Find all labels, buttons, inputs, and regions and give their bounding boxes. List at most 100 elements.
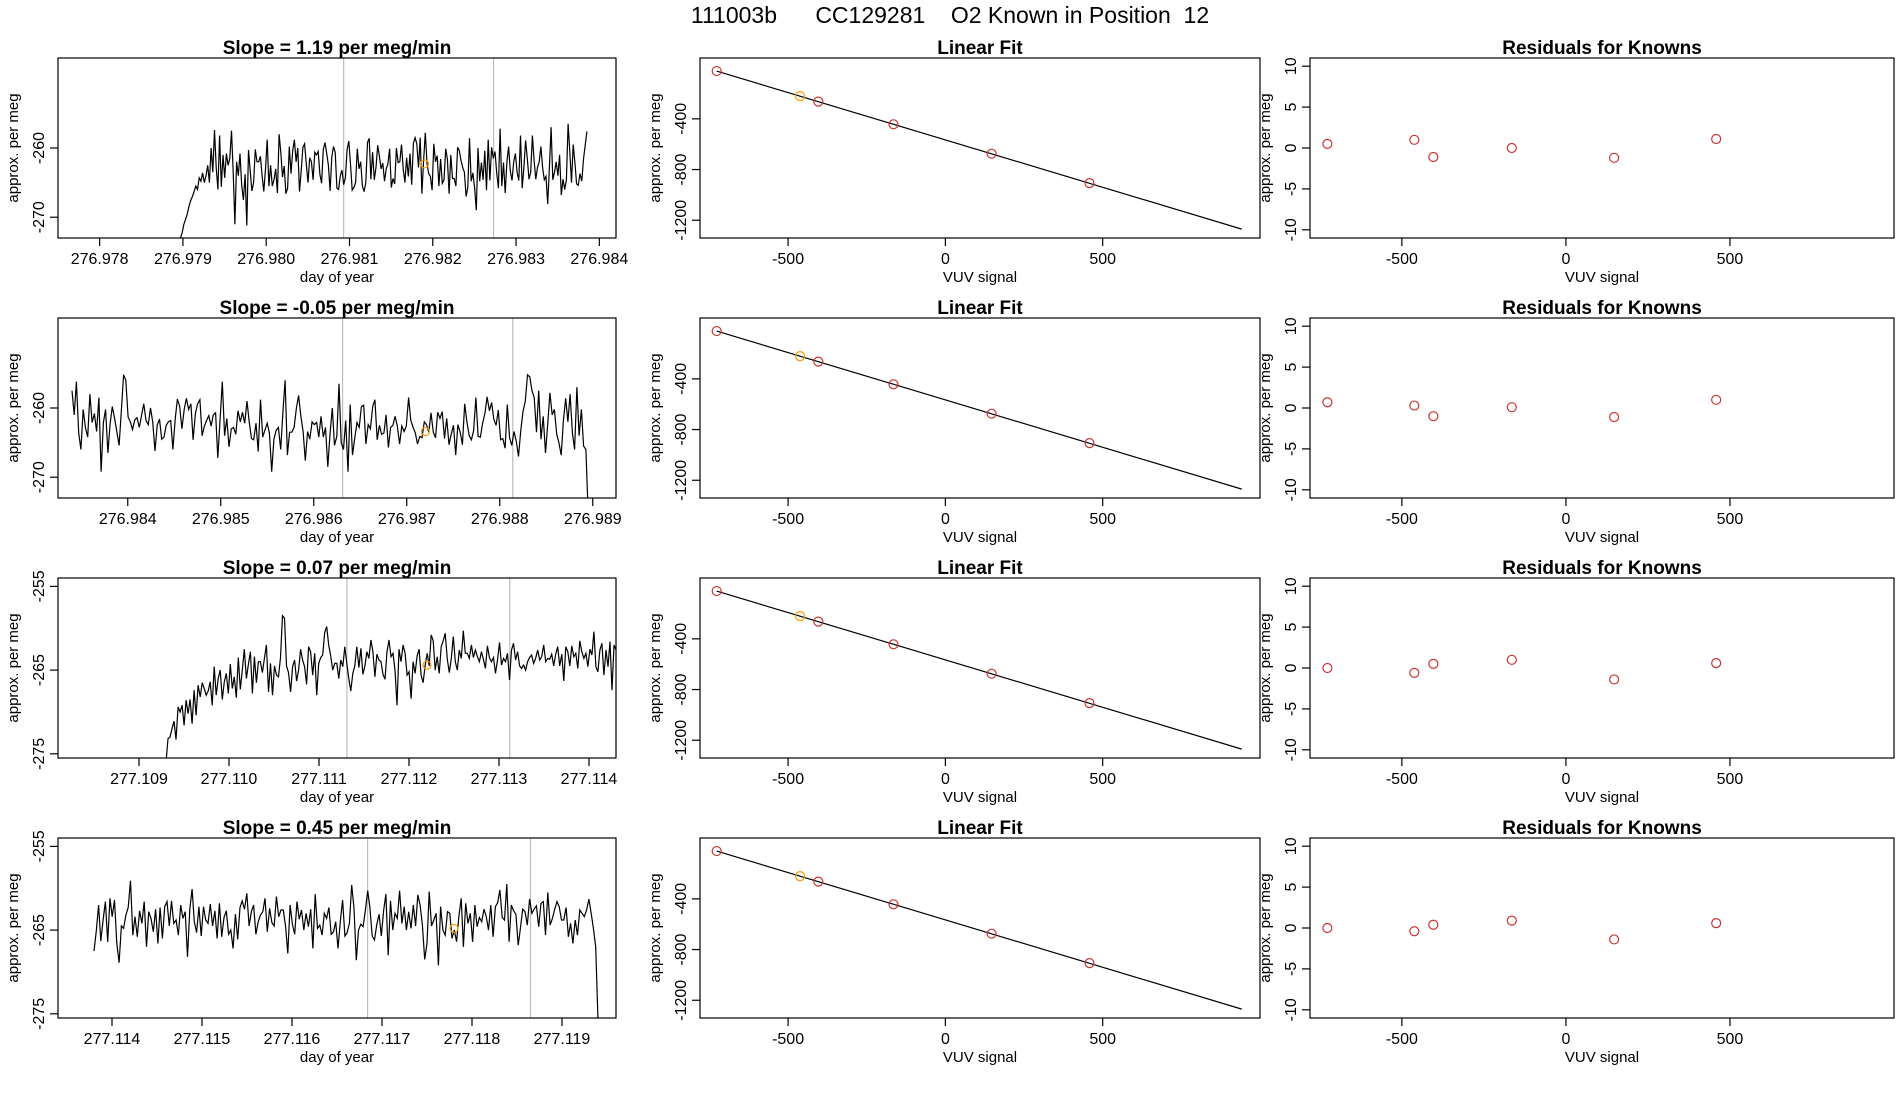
residual-point [1609, 934, 1620, 945]
residual-point [1711, 657, 1722, 669]
y-tick-label: -10 [1283, 478, 1300, 501]
x-tick-label: -500 [772, 771, 804, 788]
x-axis-label: day of year [300, 269, 374, 286]
residual-point [1409, 926, 1420, 937]
y-tick-label: 0 [1283, 923, 1300, 932]
x-tick-label: 500 [1717, 251, 1744, 268]
data-point [813, 96, 824, 107]
x-tick-label: 276.981 [321, 251, 379, 268]
y-axis-label: approx. per meg [5, 353, 22, 462]
x-tick-label: 276.989 [564, 511, 622, 528]
x-tick-label: 276.980 [237, 251, 295, 268]
residual-point [1506, 142, 1517, 154]
data-point [888, 899, 899, 910]
x-axis-label: VUV signal [1565, 269, 1639, 286]
plot-frame [699, 317, 1261, 499]
y-tick-label: -800 [673, 413, 690, 445]
y-tick-label: -1200 [673, 460, 690, 501]
y-axis-label: approx. per meg [1257, 873, 1274, 982]
y-tick-label: 0 [1283, 403, 1300, 412]
known-marker [420, 426, 430, 437]
residual-point [1428, 411, 1439, 422]
y-tick-label: -275 [31, 738, 48, 770]
x-tick-label: 0 [1561, 251, 1570, 268]
x-tick-label: 276.987 [378, 511, 436, 528]
residual-point [1506, 915, 1517, 926]
x-tick-label: 277.113 [471, 771, 528, 788]
x-axis-label: day of year [300, 529, 374, 546]
plot-frame [699, 57, 1261, 239]
panel-title: Slope = -0.05 per meg/min [220, 298, 455, 319]
series-line [179, 123, 588, 238]
y-axis-label: approx. per meg [1257, 93, 1274, 202]
x-axis-label: day of year [300, 789, 374, 806]
known-marker [449, 923, 459, 934]
x-tick-label: 0 [1561, 771, 1570, 788]
x-axis-label: VUV signal [943, 1049, 1017, 1066]
x-tick-label: 277.111 [291, 771, 347, 788]
data-point [1084, 958, 1095, 969]
x-tick-label: 277.117 [354, 1031, 411, 1048]
x-tick-label: 277.115 [174, 1031, 231, 1048]
x-axis-label: VUV signal [943, 789, 1017, 806]
x-tick-label: 500 [1717, 771, 1744, 788]
series-line [93, 880, 599, 1018]
x-tick-label: 276.984 [570, 251, 628, 268]
y-tick-label: -10 [1283, 738, 1300, 761]
x-tick-label: 500 [1089, 251, 1116, 268]
x-axis-label: VUV signal [1565, 529, 1639, 546]
y-axis-label: approx. per meg [647, 93, 664, 202]
x-axis-label: VUV signal [1565, 789, 1639, 806]
x-tick-label: 0 [1561, 1031, 1570, 1048]
residual-point [1322, 662, 1333, 674]
residual-point [1711, 917, 1722, 929]
x-axis-label: VUV signal [943, 529, 1017, 546]
x-tick-label: 277.119 [534, 1031, 591, 1048]
residual-point [1609, 411, 1620, 423]
y-tick-label: -260 [31, 392, 48, 424]
y-tick-label: -10 [1283, 218, 1300, 241]
y-tick-label: 5 [1283, 363, 1300, 372]
x-tick-label: 276.979 [154, 251, 212, 268]
data-point [794, 351, 806, 362]
x-tick-label: -500 [1386, 1031, 1418, 1048]
y-tick-label: -800 [673, 933, 690, 965]
panel-title: Residuals for Knowns [1502, 298, 1702, 319]
x-axis-label: VUV signal [1565, 1049, 1639, 1066]
x-tick-label: 500 [1089, 1031, 1116, 1048]
known-marker [419, 159, 430, 169]
residual-point [1428, 919, 1439, 930]
y-tick-label: -265 [31, 654, 48, 686]
x-tick-label: 500 [1717, 1031, 1744, 1048]
residual-point [1609, 674, 1620, 685]
page-title: 111003b CC129281 O2 Known in Position 12 [690, 2, 1210, 28]
x-tick-label: 277.110 [201, 771, 258, 788]
data-point [813, 616, 824, 627]
panel-title: Linear Fit [937, 558, 1023, 579]
x-axis-label: day of year [300, 1049, 374, 1066]
data-point [1084, 178, 1095, 189]
y-tick-label: -260 [31, 132, 48, 164]
y-tick-label: -1200 [673, 720, 690, 761]
x-tick-label: 0 [1561, 511, 1570, 528]
y-tick-label: -400 [673, 103, 690, 135]
y-tick-label: 10 [1283, 317, 1300, 335]
y-tick-label: -270 [31, 201, 48, 233]
y-tick-label: 5 [1283, 623, 1300, 632]
data-point [794, 611, 806, 622]
x-tick-label: 500 [1089, 771, 1116, 788]
y-tick-label: -800 [673, 673, 690, 705]
panel-title: Linear Fit [937, 298, 1023, 319]
data-point [888, 639, 899, 650]
residual-point [1506, 654, 1517, 665]
x-tick-label: 500 [1717, 511, 1744, 528]
x-tick-label: -500 [772, 251, 804, 268]
x-tick-label: 276.985 [192, 511, 250, 528]
x-tick-label: 500 [1089, 511, 1116, 528]
data-point [711, 325, 722, 337]
plot-frame [1309, 317, 1895, 499]
data-point [813, 876, 824, 887]
y-tick-label: -255 [31, 830, 48, 862]
x-tick-label: 276.978 [71, 251, 129, 268]
x-tick-label: 0 [941, 771, 950, 788]
